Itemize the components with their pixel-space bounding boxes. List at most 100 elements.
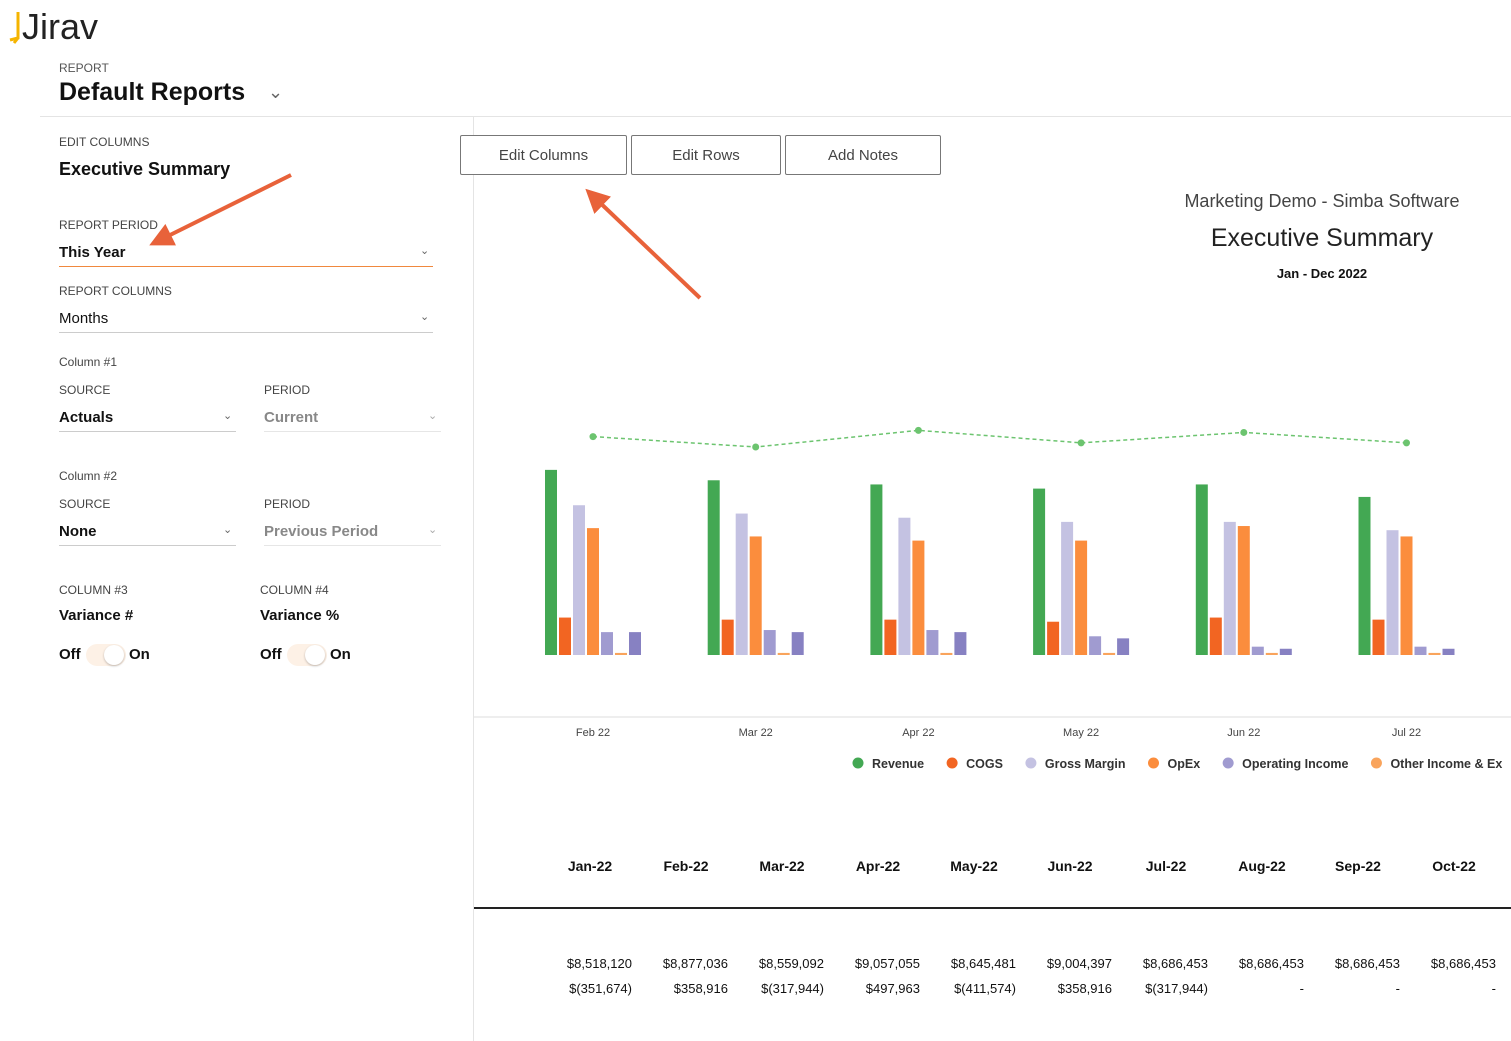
table-cell: - — [1491, 981, 1496, 996]
toggle[interactable] — [86, 644, 126, 666]
table-cell: $8,645,481 — [950, 956, 1016, 971]
bar — [615, 652, 627, 655]
bar — [1442, 648, 1455, 655]
table-cell: - — [1299, 981, 1304, 996]
toggle-on-label: On — [330, 646, 351, 663]
bar — [1033, 488, 1046, 655]
logo-icon — [9, 12, 20, 44]
underline — [59, 332, 433, 333]
legend-marker — [1222, 757, 1234, 769]
column-header: Apr-22 — [855, 858, 901, 874]
column-header: Jun-22 — [1047, 858, 1093, 874]
dropdown-value[interactable]: Current — [264, 409, 319, 426]
dropdown-icon[interactable]: ⌄ — [223, 410, 233, 422]
dropdown-value[interactable]: None — [59, 523, 97, 540]
dropdown-icon[interactable]: ⌄ — [420, 245, 430, 257]
table-cell: $8,518,120 — [566, 956, 632, 971]
field-label: PERIOD — [264, 383, 311, 397]
table-cell: $8,686,453 — [1142, 956, 1208, 971]
table-cell: - — [1395, 981, 1400, 996]
bar — [749, 536, 762, 655]
bar — [1414, 646, 1427, 655]
bar — [1237, 526, 1250, 655]
toggle-on-label: On — [129, 646, 150, 663]
dropdown-icon[interactable]: ⌄ — [428, 410, 438, 422]
button[interactable]: Edit Columns — [460, 135, 627, 175]
report-title[interactable]: Default Reports — [59, 78, 246, 106]
line-point — [1403, 439, 1410, 447]
bar — [1358, 496, 1371, 655]
table-cell: $(411,574) — [954, 981, 1016, 996]
bar — [721, 619, 734, 655]
bar — [707, 480, 720, 655]
button[interactable]: Edit Rows — [631, 135, 781, 175]
bar — [954, 632, 967, 655]
table-cell: $8,686,453 — [1238, 956, 1304, 971]
table-cell: $358,916 — [673, 981, 728, 996]
toggle-off-label: Off — [260, 646, 282, 663]
table-cell: $358,916 — [1057, 981, 1112, 996]
bar — [545, 469, 557, 655]
bar — [629, 632, 641, 655]
bar — [912, 540, 925, 655]
table-cell: $(351,674) — [569, 981, 632, 996]
bar — [940, 652, 953, 655]
dropdown-value[interactable]: Previous Period — [264, 523, 379, 540]
bar — [1428, 652, 1441, 655]
underline — [59, 545, 236, 546]
line-point — [589, 433, 597, 441]
field-label: Column #1 — [59, 355, 118, 369]
dropdown-value[interactable]: Months — [59, 310, 109, 327]
bar — [1103, 652, 1116, 655]
bar — [884, 619, 897, 655]
bar — [559, 617, 571, 655]
field-label: PERIOD — [264, 497, 311, 511]
toggle[interactable] — [287, 644, 327, 666]
button[interactable]: Add Notes — [785, 135, 941, 175]
bar — [777, 652, 790, 655]
table-cell: $8,686,453 — [1334, 956, 1400, 971]
bar — [1251, 646, 1264, 655]
legend-marker — [946, 757, 958, 769]
dropdown-icon[interactable]: ⌄ — [268, 82, 284, 102]
bar — [1117, 638, 1130, 655]
bar — [587, 528, 599, 655]
dropdown-icon[interactable]: ⌄ — [223, 524, 233, 536]
x-tick-label: Jun 22 — [1227, 727, 1260, 739]
arrow — [585, 188, 702, 300]
table-cell: $9,004,397 — [1046, 956, 1112, 971]
line — [592, 429, 1407, 448]
field-label: COLUMN #3 — [59, 583, 128, 597]
legend-marker — [852, 757, 864, 769]
legend-label: OpEx — [1168, 757, 1201, 771]
table-cell: $8,877,036 — [662, 956, 728, 971]
underline — [264, 545, 441, 546]
bar — [1400, 536, 1413, 655]
toggle-off-label: Off — [59, 646, 81, 663]
bar — [1279, 648, 1292, 655]
dropdown-value[interactable]: This Year — [59, 244, 126, 261]
bar — [1265, 652, 1278, 655]
dropdown-icon[interactable]: ⌄ — [420, 311, 430, 323]
field-value: Variance % — [260, 607, 340, 624]
divider — [40, 116, 1511, 117]
field-label: Column #2 — [59, 469, 118, 483]
table-rule — [474, 907, 1511, 909]
bar — [1372, 619, 1385, 655]
legend-label: Gross Margin — [1045, 757, 1126, 771]
underline — [264, 431, 441, 432]
dropdown-icon[interactable]: ⌄ — [428, 524, 438, 536]
section-label: EDIT COLUMNS — [59, 135, 150, 149]
legend-label: Operating Income — [1242, 757, 1348, 771]
column-header: Jan-22 — [567, 858, 613, 874]
underline — [59, 266, 433, 267]
table-cell: $(317,944) — [1145, 981, 1208, 996]
bar — [1061, 521, 1074, 655]
dropdown-value[interactable]: Actuals — [59, 409, 114, 426]
report-label: REPORT — [59, 61, 109, 75]
line-point — [752, 443, 760, 451]
logo[interactable]: Jirav — [22, 6, 99, 47]
column-header: Sep-22 — [1335, 858, 1381, 874]
chart: Feb 22 Mar 22 Apr 22 May 22 Jun 22 Jul 22 Reve… — [474, 426, 1511, 771]
bar — [735, 513, 748, 655]
